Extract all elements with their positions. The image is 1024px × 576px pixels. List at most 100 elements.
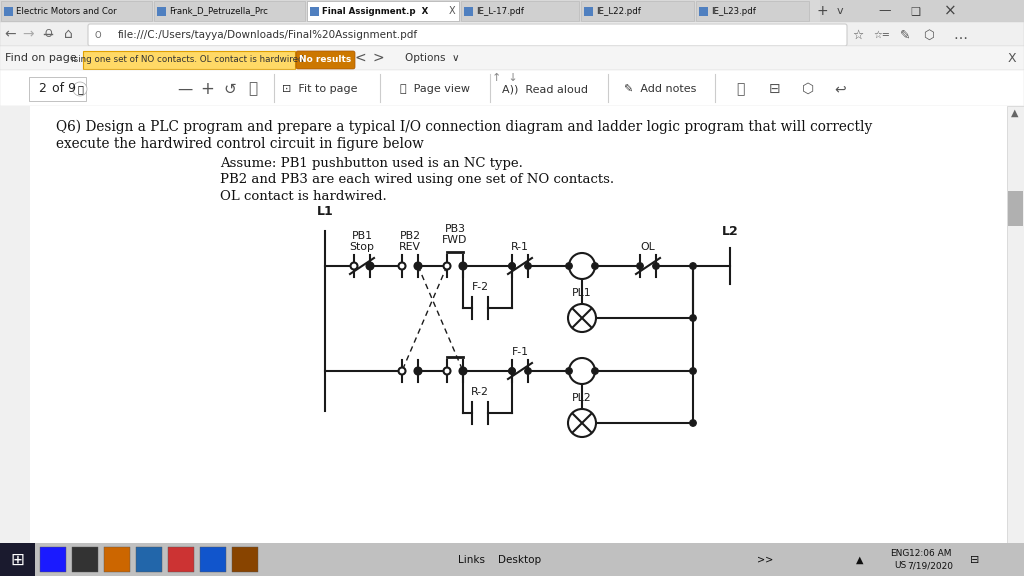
Text: file:///C:/Users/tayya/Downloads/Final%20Assignment.pdf: file:///C:/Users/tayya/Downloads/Final%2… xyxy=(118,30,418,40)
Bar xyxy=(168,547,194,572)
Text: Options  ∨: Options ∨ xyxy=(406,53,460,63)
Circle shape xyxy=(524,368,531,374)
Text: ←: ← xyxy=(4,27,15,41)
Text: →: → xyxy=(23,27,34,41)
Circle shape xyxy=(690,263,696,269)
Circle shape xyxy=(350,263,357,270)
Text: ⊟: ⊟ xyxy=(769,82,781,96)
Circle shape xyxy=(566,368,572,374)
Bar xyxy=(30,70,230,86)
FancyBboxPatch shape xyxy=(29,77,86,101)
FancyBboxPatch shape xyxy=(88,24,847,46)
FancyBboxPatch shape xyxy=(296,51,355,69)
Circle shape xyxy=(509,263,515,269)
FancyBboxPatch shape xyxy=(307,1,459,21)
Circle shape xyxy=(509,368,515,374)
Circle shape xyxy=(443,263,451,269)
Circle shape xyxy=(592,263,598,269)
Text: ✎: ✎ xyxy=(900,28,910,41)
Text: PB2: PB2 xyxy=(399,231,421,241)
Circle shape xyxy=(443,263,451,270)
Text: REV: REV xyxy=(399,242,421,252)
Text: <: < xyxy=(354,51,366,65)
Circle shape xyxy=(398,263,406,269)
Bar xyxy=(0,106,1024,576)
Bar xyxy=(1007,106,1024,576)
Circle shape xyxy=(415,263,421,269)
Circle shape xyxy=(509,368,515,374)
Text: X: X xyxy=(1008,51,1016,65)
Text: +: + xyxy=(816,4,827,18)
Bar xyxy=(157,7,166,16)
Circle shape xyxy=(73,82,87,96)
Bar xyxy=(1008,191,1023,226)
Circle shape xyxy=(568,304,596,332)
Text: Find on page: Find on page xyxy=(5,53,77,63)
Circle shape xyxy=(367,263,374,270)
Bar xyxy=(72,547,98,572)
Text: ⤢: ⤢ xyxy=(249,81,258,97)
Text: Assume: PB1 pushbutton used is an NC type.: Assume: PB1 pushbutton used is an NC typ… xyxy=(220,157,523,169)
Circle shape xyxy=(569,253,595,279)
Circle shape xyxy=(592,368,598,374)
Bar xyxy=(0,543,35,576)
Text: ▲: ▲ xyxy=(856,555,864,565)
Text: ✎  Add notes: ✎ Add notes xyxy=(624,84,696,94)
Text: —: — xyxy=(177,81,193,97)
Text: 📄  Page view: 📄 Page view xyxy=(400,84,470,94)
Text: 🖨: 🖨 xyxy=(736,82,744,96)
Text: Final Assignment.p  X: Final Assignment.p X xyxy=(322,6,428,16)
Circle shape xyxy=(690,420,696,426)
Circle shape xyxy=(637,263,643,269)
Text: Stop: Stop xyxy=(349,242,375,252)
Text: US: US xyxy=(894,562,906,570)
Text: >: > xyxy=(372,51,384,65)
Circle shape xyxy=(460,263,466,269)
Circle shape xyxy=(566,263,572,269)
Bar xyxy=(0,46,1024,70)
Bar xyxy=(232,547,258,572)
Text: ☆=: ☆= xyxy=(873,30,891,40)
Bar xyxy=(0,106,30,576)
Circle shape xyxy=(568,409,596,437)
Circle shape xyxy=(569,358,595,384)
Circle shape xyxy=(415,368,421,374)
Text: ⊞: ⊞ xyxy=(10,551,24,569)
Text: ↩: ↩ xyxy=(835,82,846,96)
Text: R-1: R-1 xyxy=(511,242,529,252)
Text: R-2: R-2 xyxy=(471,387,488,397)
Text: L1: L1 xyxy=(316,205,334,218)
Circle shape xyxy=(398,263,406,270)
Circle shape xyxy=(460,368,466,374)
Text: ising one set of NO contacts. OL contact is hardwired.: ising one set of NO contacts. OL contact… xyxy=(72,55,306,65)
Text: PB2 and PB3 are each wired using one set of NO contacts.: PB2 and PB3 are each wired using one set… xyxy=(220,173,614,187)
Text: PB1: PB1 xyxy=(351,231,373,241)
Text: ⊟: ⊟ xyxy=(971,555,980,565)
Text: ENG: ENG xyxy=(890,550,909,559)
Text: IE_L22.pdf: IE_L22.pdf xyxy=(596,6,641,16)
Text: No results: No results xyxy=(299,55,351,65)
Text: L2: L2 xyxy=(722,225,738,238)
Text: IE_L23.pdf: IE_L23.pdf xyxy=(711,6,756,16)
Text: +: + xyxy=(200,80,214,98)
Text: O: O xyxy=(44,29,52,39)
Circle shape xyxy=(415,263,422,270)
Bar xyxy=(4,7,13,16)
FancyBboxPatch shape xyxy=(1,1,152,21)
Text: Links    Desktop: Links Desktop xyxy=(459,555,542,565)
FancyBboxPatch shape xyxy=(461,1,579,21)
FancyBboxPatch shape xyxy=(154,1,305,21)
Bar xyxy=(0,543,1024,576)
Bar xyxy=(699,7,708,16)
Text: Electric Motors and Cor: Electric Motors and Cor xyxy=(16,6,117,16)
FancyBboxPatch shape xyxy=(83,51,295,69)
Text: —: — xyxy=(879,5,891,17)
Text: F: F xyxy=(578,260,587,272)
Circle shape xyxy=(690,368,696,374)
Text: O: O xyxy=(94,31,101,40)
Bar xyxy=(40,547,66,572)
Circle shape xyxy=(367,263,373,269)
Bar xyxy=(464,7,473,16)
Text: R: R xyxy=(578,365,587,377)
Bar xyxy=(104,547,130,572)
